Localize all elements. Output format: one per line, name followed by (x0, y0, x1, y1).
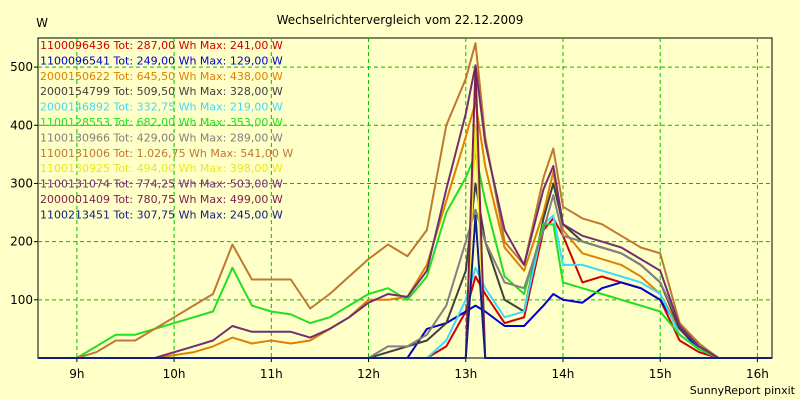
legend-item-6: 1100128553 Tot: 682,00 Wh Max: 353,00 W (40, 116, 283, 129)
plot-area (37, 37, 773, 359)
legend-item-3: 2000150622 Tot: 645,50 Wh Max: 438,00 W (40, 70, 283, 83)
chart-title: Wechselrichtervergleich vom 22.12.2009 (277, 13, 524, 27)
legend-item-10: 1100131074 Tot: 774,25 Wh Max: 503,00 W (40, 178, 283, 191)
legend-item-1: 1100096436 Tot: 287,00 Wh Max: 241,00 W (40, 39, 283, 52)
x-tick-label: 15h (649, 367, 672, 381)
legend-item-2: 1100096541 Tot: 249,00 Wh Max: 129,00 W (40, 54, 283, 67)
legend-item-5: 2000146892 Tot: 332,75 Wh Max: 219,00 W (40, 101, 283, 114)
series-line-3 (38, 101, 772, 359)
legend-item-7: 1100130966 Tot: 429,00 Wh Max: 289,00 W (40, 131, 283, 144)
x-tick-label: 12h (357, 367, 380, 381)
x-tick-label: 11h (260, 367, 283, 381)
series-line-6 (38, 153, 772, 359)
x-tick-label: 13h (454, 367, 477, 381)
footer-credit: SunnyReport pinxit (690, 384, 796, 397)
series-line-12 (38, 214, 772, 359)
legend-item-9: 1100130925 Tot: 494,00 Wh Max: 398,00 W (40, 162, 283, 175)
y-tick-label: 400 (10, 118, 33, 132)
y-tick-label: 300 (10, 176, 33, 190)
legend-item-4: 2000154799 Tot: 509,50 Wh Max: 328,00 W (40, 85, 283, 98)
x-tick-label: 10h (163, 367, 186, 381)
x-tick-label: 14h (552, 367, 575, 381)
legend-item-12: 1100213451 Tot: 307,75 Wh Max: 245,00 W (40, 208, 283, 221)
y-axis-label: W (36, 16, 48, 30)
y-tick-label: 500 (10, 60, 33, 74)
series-line-10 (38, 64, 772, 359)
x-tick-label: 16h (746, 367, 769, 381)
legend-item-11: 2000001409 Tot: 780,75 Wh Max: 499,00 W (40, 193, 283, 206)
y-tick-label: 100 (10, 293, 33, 307)
y-tick-label: 200 (10, 235, 33, 249)
x-tick-label: 9h (69, 367, 84, 381)
series-line-8 (38, 42, 772, 359)
legend-item-8: 1100131006 Tot: 1.026,75 Wh Max: 541,00 … (40, 147, 293, 160)
